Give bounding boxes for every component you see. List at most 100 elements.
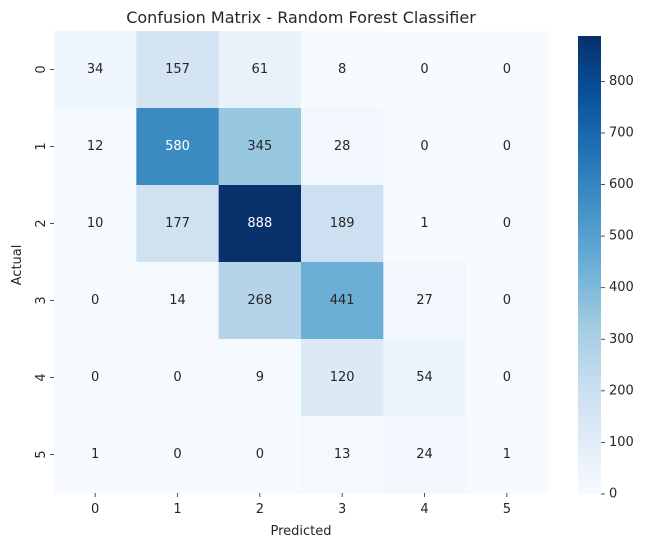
heatmap-cell-r5-c2 <box>218 416 302 494</box>
x-axis-ticks: 0 1 2 3 4 5 <box>91 493 511 517</box>
cell-value-r2-c5: 0 <box>503 216 511 231</box>
y-tick-label-2: 2 <box>34 219 49 227</box>
cell-value-r0-c1: 157 <box>165 62 190 77</box>
heatmap-cell-r1-c5 <box>465 108 549 186</box>
cell-value-r4-c3: 120 <box>330 370 355 385</box>
cell-value-r3-c1: 14 <box>169 293 186 308</box>
colorbar-tick-label-600: 600 <box>609 177 634 192</box>
x-tick-label-5: 5 <box>503 502 511 517</box>
cell-value-r0-c0: 34 <box>87 62 104 77</box>
cell-value-r5-c1: 0 <box>173 447 181 462</box>
y-tick-label-4: 4 <box>34 373 49 381</box>
cell-value-r1-c1: 580 <box>165 139 190 154</box>
colorbar-tick-label-200: 200 <box>609 383 634 398</box>
heatmap-cell-r2-c1 <box>136 185 220 263</box>
cell-value-r1-c3: 28 <box>334 139 351 154</box>
x-tick-label-3: 3 <box>338 502 346 517</box>
y-tick-label-0: 0 <box>34 65 49 73</box>
cell-value-r3-c2: 268 <box>247 293 272 308</box>
heatmap-cell-r5-c4 <box>383 416 467 494</box>
y-tick-label-5: 5 <box>34 450 49 458</box>
chart-title: Confusion Matrix - Random Forest Classif… <box>126 8 476 27</box>
heatmap-cell-r5-c3 <box>301 416 384 494</box>
colorbar <box>578 36 601 494</box>
heatmap-cell-r1-c1 <box>136 108 220 186</box>
colorbar-tick-label-500: 500 <box>609 229 634 244</box>
heatmap-cell-r4-c5 <box>465 339 549 417</box>
y-tick-label-1: 1 <box>34 142 49 150</box>
cell-value-r4-c4: 54 <box>416 370 433 385</box>
y-axis-title: Actual <box>10 245 25 286</box>
heatmap-cell-r4-c4 <box>383 339 467 417</box>
heatmap-cell-r2-c5 <box>465 185 549 263</box>
cell-value-r5-c2: 0 <box>256 447 264 462</box>
heatmap-cell-r2-c4 <box>383 185 467 263</box>
heatmap-cell-r3-c5 <box>465 262 549 340</box>
cell-value-r5-c5: 1 <box>503 447 511 462</box>
y-axis-ticks: 0 1 2 3 4 5 <box>34 65 54 459</box>
cell-value-r3-c5: 0 <box>503 293 511 308</box>
cell-value-r3-c4: 27 <box>416 293 433 308</box>
cell-value-r1-c2: 345 <box>247 139 272 154</box>
x-tick-label-0: 0 <box>91 502 99 517</box>
heatmap-cell-r3-c0 <box>54 262 137 340</box>
colorbar-ticks: 0 100 200 300 400 500 600 700 800 <box>601 74 634 502</box>
y-tick-label-3: 3 <box>34 296 49 304</box>
heatmap-cell-r5-c0 <box>54 416 137 494</box>
cell-value-r2-c2: 888 <box>247 216 272 231</box>
cell-value-r2-c4: 1 <box>420 216 428 231</box>
colorbar-tick-label-0: 0 <box>609 487 617 502</box>
cell-value-r5-c4: 24 <box>416 447 433 462</box>
colorbar-tick-label-100: 100 <box>609 435 634 450</box>
heatmap-cell-r0-c3 <box>301 31 384 109</box>
heatmap-cell-r1-c2 <box>218 108 302 186</box>
x-tick-label-1: 1 <box>173 502 181 517</box>
cell-value-r5-c0: 1 <box>91 447 99 462</box>
colorbar-tick-label-800: 800 <box>609 74 634 89</box>
heatmap-cell-labels: 34 157 61 8 0 012 580 345 28 0 010 177 888 189 1 00 14 26… <box>87 62 511 462</box>
x-tick-label-2: 2 <box>256 502 264 517</box>
cell-value-r0-c5: 0 <box>503 62 511 77</box>
heatmap-cell-r4-c1 <box>136 339 220 417</box>
x-axis-title: Predicted <box>270 524 331 539</box>
cell-value-r2-c1: 177 <box>165 216 190 231</box>
heatmap-cell-r1-c0 <box>54 108 137 186</box>
cell-value-r1-c4: 0 <box>420 139 428 154</box>
heatmap-cell-r5-c1 <box>136 416 220 494</box>
heatmap-cell-r3-c4 <box>383 262 467 340</box>
colorbar-tick-label-300: 300 <box>609 332 634 347</box>
cell-value-r4-c5: 0 <box>503 370 511 385</box>
heatmap-cell-r2-c0 <box>54 185 137 263</box>
heatmap-cell-r2-c2 <box>218 185 302 263</box>
colorbar-tick-label-700: 700 <box>609 125 634 140</box>
cell-value-r5-c3: 13 <box>334 447 351 462</box>
heatmap-cell-r1-c4 <box>383 108 467 186</box>
cell-value-r4-c1: 0 <box>173 370 181 385</box>
cell-value-r3-c3: 441 <box>330 293 355 308</box>
cell-value-r1-c0: 12 <box>87 139 104 154</box>
heatmap-cell-r2-c3 <box>301 185 384 263</box>
heatmap-cell-r3-c2 <box>218 262 302 340</box>
cell-value-r3-c0: 0 <box>91 293 99 308</box>
x-tick-label-4: 4 <box>420 502 428 517</box>
heatmap-cell-r0-c0 <box>54 31 137 109</box>
cell-value-r0-c3: 8 <box>338 62 346 77</box>
heatmap-cell-r4-c0 <box>54 339 137 417</box>
cell-value-r0-c4: 0 <box>420 62 428 77</box>
heatmap-cell-r0-c5 <box>465 31 549 109</box>
cell-value-r1-c5: 0 <box>503 139 511 154</box>
cell-value-r4-c2: 9 <box>256 370 264 385</box>
cell-value-r2-c3: 189 <box>330 216 355 231</box>
heatmap-cell-r3-c1 <box>136 262 220 340</box>
heatmap-cell-r4-c3 <box>301 339 384 417</box>
heatmap-cell-r0-c2 <box>218 31 302 109</box>
cell-value-r0-c2: 61 <box>252 62 269 77</box>
heatmap-cell-r0-c1 <box>136 31 220 109</box>
heatmap-cell-r3-c3 <box>301 262 384 340</box>
colorbar-tick-label-400: 400 <box>609 280 634 295</box>
heatmap-cell-r1-c3 <box>301 108 384 186</box>
cell-value-r2-c0: 10 <box>87 216 104 231</box>
heatmap-cell-r0-c4 <box>383 31 467 109</box>
heatmap-cells <box>54 31 549 494</box>
